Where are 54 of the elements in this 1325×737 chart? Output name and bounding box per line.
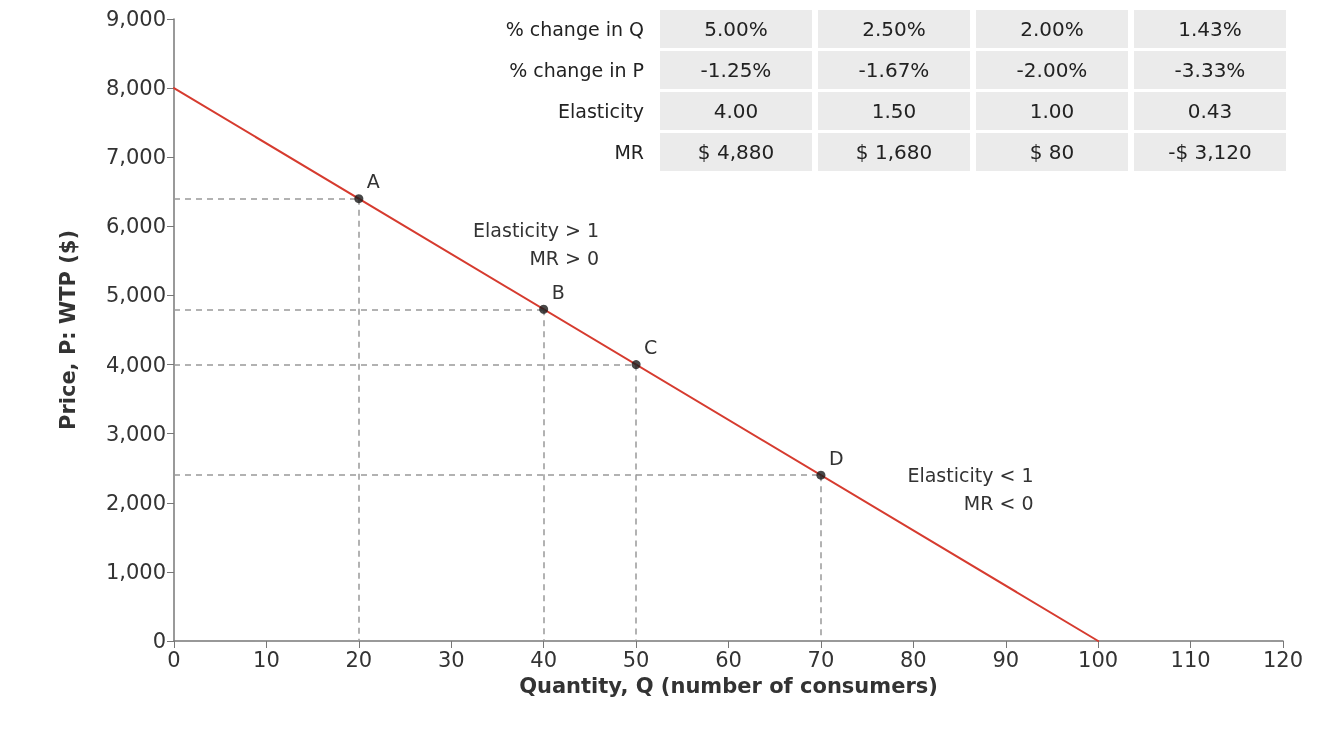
point [631,360,641,370]
y-tick-label: 1,000 [105,559,166,584]
annotation: -$ 3,120 [1134,133,1286,171]
x-tick-label: 90 [992,647,1020,672]
x-tick-label: 80 [899,647,927,672]
y-tick-label: 2,000 [105,490,166,515]
annotation: -2.00% [976,51,1128,89]
annotation: 2.50% [818,10,970,48]
x-tick-label: 50 [622,647,650,672]
annotation: % change in P [508,58,645,83]
y-tick-label: 8,000 [105,76,166,101]
x-tick-label: 30 [437,647,465,672]
x-tick-label: 20 [345,647,373,672]
point [816,470,826,480]
annotation: 0.43 [1134,92,1286,130]
annotation: Elasticity [557,99,645,124]
annotation: -3.33% [1134,51,1286,89]
y-tick-label: 6,000 [105,214,166,239]
annotation: 4.00 [660,92,812,130]
annotation: 1.00 [976,92,1128,130]
point [354,194,364,204]
y-tick-label: 3,000 [105,421,166,446]
annotation: 5.00% [660,10,812,48]
x-tick-label: 100 [1078,647,1119,672]
point [539,304,549,314]
annotation: $ 4,880 [660,133,812,171]
annotation: B [551,280,565,303]
annotation: Elasticity < 1 MR < 0 [907,463,1034,514]
annotation: 1.43% [1134,10,1286,48]
annotation: D [828,446,844,469]
y-tick-label: 4,000 [105,352,166,377]
annotation: A [366,170,380,193]
y-tick-label: 9,000 [105,7,166,31]
x-tick-label: 110 [1170,647,1211,672]
x-tick-label: 40 [530,647,558,672]
x-tick-label: 70 [807,647,835,672]
annotation: -1.67% [818,51,970,89]
y-axis-title: Price, P: WTP ($) [55,229,80,431]
x-tick-label: 120 [1262,647,1304,672]
y-tick-label: 5,000 [105,283,166,308]
annotation: $ 1,680 [818,133,970,171]
annotation: $ 80 [976,133,1128,171]
x-axis-title: Quantity, Q (number of consumers) [519,673,938,698]
y-tick-label: 7,000 [105,145,166,170]
y-tick-label: 0 [152,629,166,653]
annotation: % change in Q [504,17,645,42]
x-tick-label: 10 [253,647,280,672]
annotation: C [644,336,658,359]
annotation: 1.50 [818,92,970,130]
x-tick-label: 60 [715,647,742,672]
annotation: -1.25% [660,51,812,89]
annotation: MR [613,140,645,165]
annotation: 2.00% [976,10,1128,48]
annotation: Elasticity > 1 MR > 0 [473,218,600,269]
